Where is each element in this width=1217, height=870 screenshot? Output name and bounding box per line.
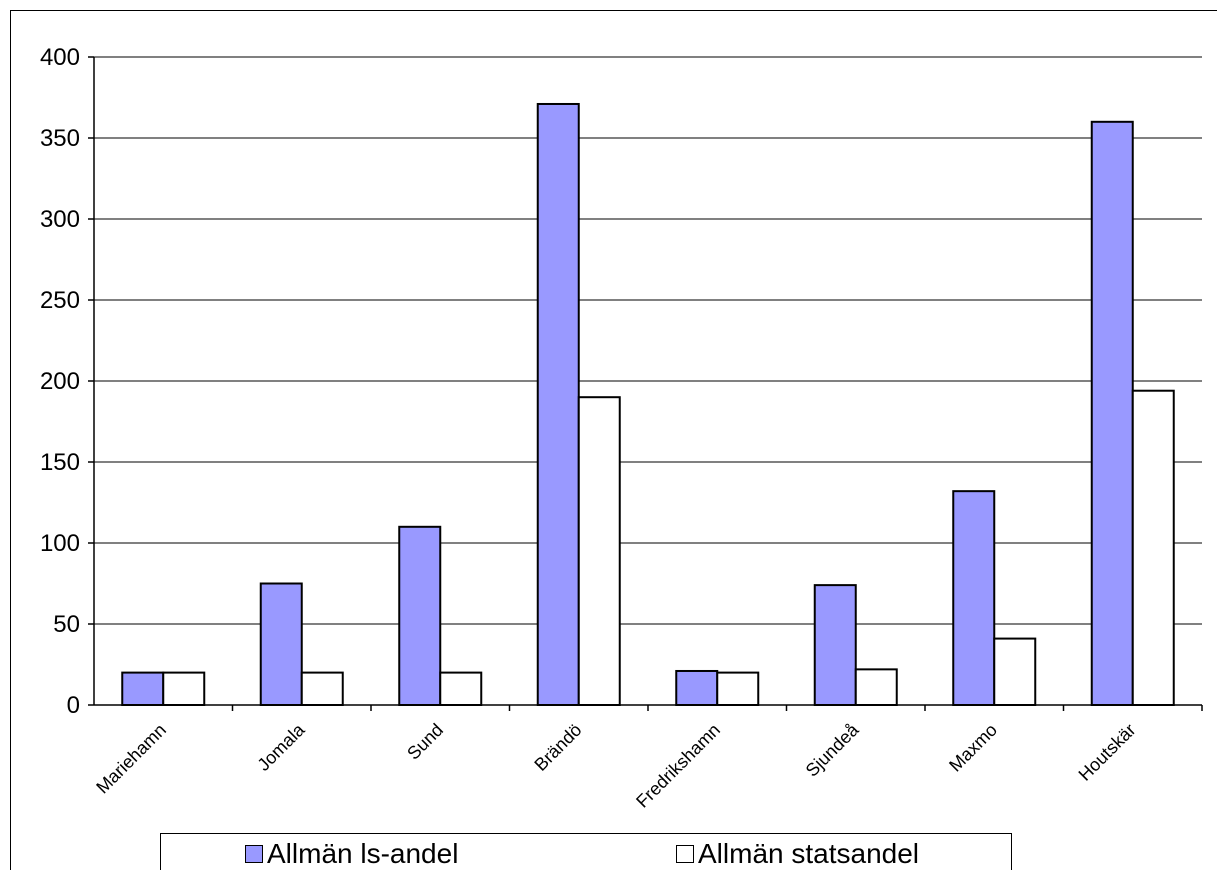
chart-frame (10, 10, 1217, 870)
x-tick-label: Mariehamn (92, 720, 170, 798)
bar-ls-andel-mariehamn (121, 671, 165, 706)
axes (88, 56, 1203, 711)
bar-ls-andel-houtskär (1090, 120, 1134, 707)
y-tick-label: 350 (40, 125, 80, 152)
x-tick-labels: Mariehamn Jomala Sund Brändö Fredrikshamn Sju… (92, 719, 1139, 812)
y-tick-label: 50 (53, 611, 80, 638)
legend-label-series-1: Allmän ls-andel (267, 838, 459, 869)
x-tick-label: Fredrikshamn (632, 720, 724, 812)
bar-statsandel-fredrikshamn (716, 671, 760, 706)
y-tick-label: 100 (40, 530, 80, 557)
bar-ls-andel-fredrikshamn (675, 669, 719, 706)
x-tick-label: Sund (403, 720, 447, 764)
bar-statsandel-maxmo (993, 637, 1037, 707)
legend: Allmän ls-andel Allmän statsandel (160, 833, 1012, 870)
legend-swatch-series-2 (676, 845, 694, 863)
bar-statsandel-sund (439, 671, 483, 706)
legend-item-series-2: Allmän statsandel (676, 838, 919, 870)
bar-statsandel-brändö (577, 396, 621, 706)
legend-label-series-2: Allmän statsandel (698, 838, 920, 869)
x-tick-label: Sjundeå (802, 719, 864, 781)
bars (121, 102, 1175, 707)
bar-statsandel-houtskär (1131, 389, 1175, 706)
bar-ls-andel-sund (398, 525, 442, 706)
bar-ls-andel-maxmo (952, 490, 996, 706)
bar-ls-andel-jomala (259, 582, 303, 706)
y-tick-label: 0 (67, 692, 80, 719)
y-tick-label: 400 (40, 44, 80, 71)
bar-statsandel-sjundeå (854, 668, 898, 706)
y-tick-labels: 0 50 100 150 200 250 300 350 400 (40, 44, 80, 719)
y-tick-label: 300 (40, 206, 80, 233)
legend-swatch-series-1 (245, 845, 263, 863)
y-tick-label: 250 (40, 287, 80, 314)
bar-statsandel-jomala (300, 671, 344, 706)
bar-ls-andel-sjundeå (813, 584, 857, 706)
x-tick-label: Jomala (253, 719, 309, 775)
bar-ls-andel-brändö (536, 102, 580, 707)
x-tick-label: Maxmo (945, 720, 1001, 776)
x-tick-label: Brändö (530, 720, 585, 775)
x-tick-label: Houtskär (1075, 720, 1140, 785)
legend-item-series-1: Allmän ls-andel (245, 838, 458, 870)
y-tick-label: 200 (40, 368, 80, 395)
bar-statsandel-mariehamn (162, 671, 206, 706)
gridlines (94, 56, 1202, 625)
y-tick-label: 150 (40, 449, 80, 476)
